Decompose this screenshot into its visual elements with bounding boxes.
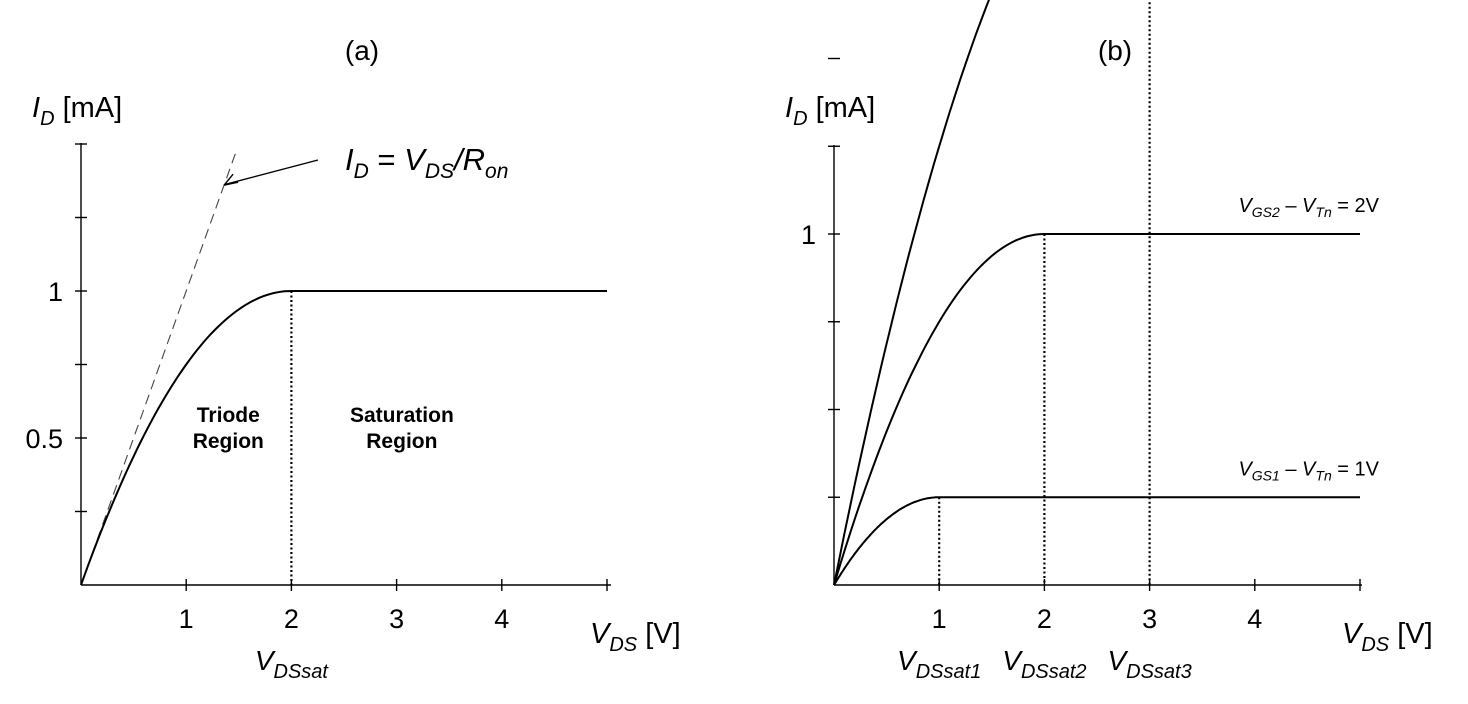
series-curve-3: [833, 0, 990, 586]
vsat-label-1: VDSsat: [255, 645, 330, 683]
chart-panel-b: (b)123412ID [mA]VDS [V]VGS1 – VTn = 1VVG…: [785, 0, 1433, 683]
y-tick-label: 0.5: [25, 424, 63, 454]
series-label-2: VGS2 – VTn = 2V: [1238, 195, 1379, 220]
y-axis-label: ID [mA]: [785, 92, 875, 130]
x-tick-label: 4: [494, 604, 509, 634]
region-label-line1: Triode: [197, 404, 260, 427]
arrow-head: [223, 173, 239, 186]
y-axis-label: ID [mA]: [32, 92, 122, 130]
series-label-1: VGS1 – VTn = 1V: [1238, 458, 1379, 483]
x-tick-label: 1: [932, 604, 947, 634]
chart-panel-a: (a) 1 2 3 4 0.5 1 ID [mA] VDS [V] ID = VDS/Ron VDS…: [25, 35, 681, 683]
x-tick-label: 3: [389, 604, 404, 634]
region-label-line2: Region: [193, 430, 264, 453]
y-tick-label: 1: [801, 220, 816, 250]
x-axis-label: VDS [V]: [590, 618, 681, 656]
asymptote-line: [80, 149, 238, 586]
region-label-line2: Region: [366, 430, 437, 453]
asymptote-equation: ID = VDS/Ron: [345, 142, 508, 183]
panel-label: (b): [1098, 35, 1132, 66]
y-tick-label: 1: [48, 277, 63, 307]
panel-label: (a): [345, 35, 379, 66]
x-tick-label: 2: [284, 604, 299, 634]
vsat-label-3: VDSsat3: [1107, 645, 1191, 683]
x-tick-label: 3: [1142, 604, 1157, 634]
x-tick-label: 4: [1247, 604, 1262, 634]
series-curve-2: [833, 233, 1360, 586]
x-tick-label: 1: [179, 604, 194, 634]
vsat-label-1: VDSsat1: [897, 645, 981, 683]
x-tick-label: 2: [1037, 604, 1052, 634]
vsat-label-2: VDSsat2: [1002, 645, 1086, 683]
series-curve-1: [80, 290, 607, 586]
arrow-line: [225, 159, 319, 185]
x-axis-label: VDS [V]: [1342, 618, 1433, 656]
region-label-line1: Saturation: [350, 404, 454, 427]
series-curve-1: [833, 496, 1360, 586]
